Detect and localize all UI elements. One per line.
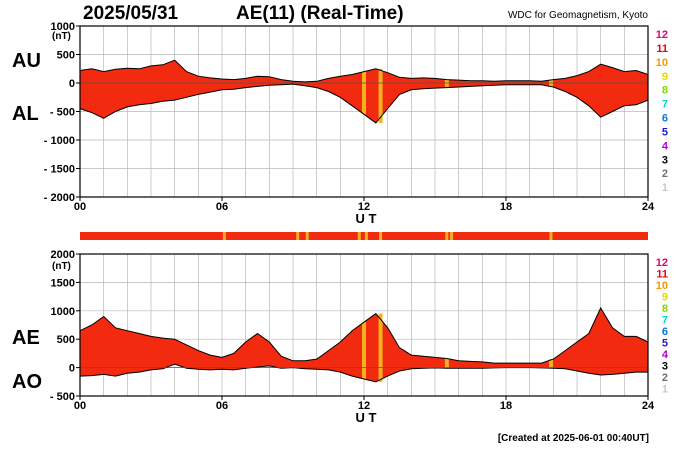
bottom-unit-label: (nT) bbox=[52, 261, 71, 272]
activity-highlight bbox=[378, 313, 383, 382]
station-count-label: 7 bbox=[662, 99, 668, 111]
y-tick-label: - 500 bbox=[50, 107, 75, 119]
y-tick-label: 1500 bbox=[51, 277, 75, 289]
au-side-label: AU bbox=[12, 50, 41, 72]
y-tick-label: 500 bbox=[57, 334, 75, 346]
series-line-ao bbox=[79, 363, 648, 383]
x-axis-label: U T bbox=[356, 410, 377, 425]
y-tick-label: 2000 bbox=[51, 249, 75, 261]
activity-bar-mark bbox=[296, 232, 300, 240]
station-count-label: 9 bbox=[662, 71, 668, 83]
y-tick-label: 1000 bbox=[51, 21, 75, 33]
station-count-label: 10 bbox=[656, 280, 668, 292]
x-tick-label: 06 bbox=[216, 201, 228, 213]
series-line-ae bbox=[79, 306, 649, 364]
created-timestamp: [Created at 2025-06-01 00:40UT] bbox=[497, 433, 649, 444]
activity-bar-mark bbox=[379, 232, 383, 240]
activity-bar-mark bbox=[357, 232, 361, 240]
station-count-label: 3 bbox=[662, 361, 668, 373]
activity-highlight bbox=[378, 68, 383, 123]
x-tick-label: 12 bbox=[358, 400, 370, 412]
x-tick-label: 00 bbox=[74, 201, 86, 213]
station-count-label: 10 bbox=[656, 57, 668, 69]
al-side-label: AL bbox=[12, 103, 39, 125]
activity-bar-mark bbox=[222, 232, 226, 240]
activity-bar-mark bbox=[305, 232, 309, 240]
ae-side-label: AE bbox=[12, 327, 40, 349]
y-tick-label: - 500 bbox=[50, 391, 75, 403]
station-count-label: 5 bbox=[662, 126, 668, 138]
y-tick-label: - 1500 bbox=[44, 164, 75, 176]
series-line-au bbox=[79, 59, 649, 83]
chart-title: AE(11) (Real-Time) bbox=[236, 3, 404, 24]
y-tick-label: 0 bbox=[69, 363, 75, 375]
station-count-label: 8 bbox=[662, 303, 668, 315]
activity-bar bbox=[80, 232, 648, 240]
station-count-label: 6 bbox=[662, 326, 668, 338]
station-count-label: 8 bbox=[662, 85, 668, 97]
activity-highlight bbox=[362, 322, 366, 379]
station-count-label: 4 bbox=[662, 140, 669, 152]
x-axis-label: U T bbox=[356, 211, 377, 226]
station-count-label: 5 bbox=[662, 338, 668, 350]
activity-highlight bbox=[444, 358, 449, 369]
activity-highlight bbox=[548, 359, 553, 369]
x-tick-label: 00 bbox=[74, 400, 86, 412]
station-count-label: 1 bbox=[662, 384, 668, 396]
y-tick-label: 1000 bbox=[51, 306, 75, 318]
y-tick-label: - 2000 bbox=[44, 192, 75, 204]
activity-bar-mark bbox=[549, 232, 553, 240]
station-count-label: 9 bbox=[662, 292, 668, 304]
ao-side-label: AO bbox=[12, 371, 42, 393]
station-count-label: 6 bbox=[662, 113, 668, 125]
top-unit-label: (nT) bbox=[52, 31, 71, 42]
station-count-label: 11 bbox=[656, 43, 668, 55]
station-count-label: 4 bbox=[662, 349, 669, 361]
x-tick-label: 12 bbox=[358, 201, 370, 213]
x-tick-label: 18 bbox=[500, 400, 512, 412]
activity-bar-mark bbox=[364, 232, 368, 240]
x-tick-label: 06 bbox=[216, 400, 228, 412]
station-count-label: 1 bbox=[662, 182, 668, 194]
activity-highlight bbox=[444, 79, 449, 88]
station-count-label: 2 bbox=[662, 372, 668, 384]
activity-highlight bbox=[362, 71, 366, 115]
activity-bar-mark bbox=[450, 232, 454, 240]
station-count-label: 2 bbox=[662, 168, 668, 180]
y-tick-label: 500 bbox=[57, 50, 75, 62]
chart-date: 2025/05/31 bbox=[83, 3, 179, 24]
data-source: WDC for Geomagnetism, Kyoto bbox=[507, 10, 648, 21]
x-tick-label: 24 bbox=[642, 201, 655, 213]
x-tick-label: 18 bbox=[500, 201, 512, 213]
y-tick-label: 0 bbox=[69, 78, 75, 90]
x-tick-label: 24 bbox=[642, 400, 655, 412]
station-count-label: 7 bbox=[662, 315, 668, 327]
activity-bar-mark bbox=[445, 232, 449, 240]
station-count-label: 11 bbox=[656, 269, 668, 281]
station-count-label: 12 bbox=[656, 257, 668, 269]
station-count-label: 3 bbox=[662, 154, 668, 166]
station-count-label: 12 bbox=[656, 29, 668, 41]
series-line-al bbox=[79, 83, 649, 124]
y-tick-label: - 1000 bbox=[44, 135, 75, 147]
